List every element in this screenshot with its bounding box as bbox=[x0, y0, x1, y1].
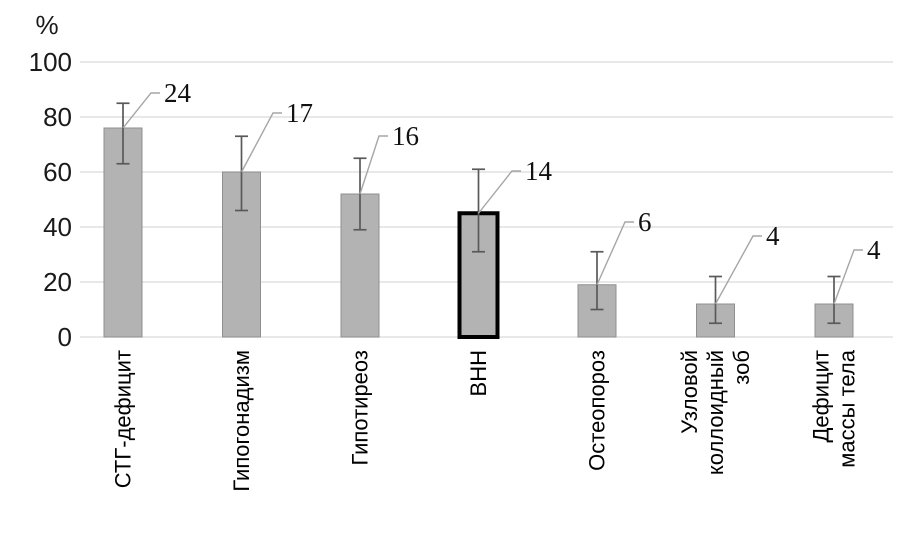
error-bar bbox=[827, 275, 841, 325]
category-label: ВНН bbox=[466, 350, 491, 396]
category-label: Узловой bbox=[677, 350, 702, 434]
error-bar bbox=[235, 135, 248, 212]
data-label: 6 bbox=[638, 207, 652, 237]
data-label: 16 bbox=[392, 121, 419, 151]
leader-line bbox=[714, 235, 762, 305]
y-axis-tick-label: 100 bbox=[29, 47, 72, 77]
error-bar bbox=[590, 250, 604, 311]
category-label: массы тела bbox=[835, 349, 860, 467]
leader-line bbox=[477, 170, 521, 214]
leader-line bbox=[240, 112, 282, 173]
y-axis-tick-label: 80 bbox=[43, 102, 72, 132]
data-label: 14 bbox=[525, 156, 553, 186]
leader-line bbox=[122, 92, 160, 129]
y-axis-unit-label: % bbox=[35, 10, 58, 40]
y-axis-tick-label: 60 bbox=[43, 157, 72, 187]
leader-line bbox=[596, 221, 634, 286]
data-label: 17 bbox=[286, 98, 313, 128]
category-label: Гипотиреоз bbox=[348, 350, 373, 466]
y-axis-tick-label: 20 bbox=[43, 267, 72, 297]
category-label: коллоидный bbox=[703, 350, 728, 475]
y-axis-tick-label: 0 bbox=[58, 322, 72, 352]
y-axis-tick-label: 40 bbox=[43, 212, 72, 242]
data-label: 24 bbox=[164, 78, 192, 108]
error-bar bbox=[472, 168, 485, 253]
category-label: зоб bbox=[729, 350, 754, 385]
leader-line bbox=[359, 135, 388, 195]
leader-line bbox=[833, 249, 863, 305]
category-label: СТГ-дефицит bbox=[111, 350, 136, 488]
category-label: Гипогонадизм bbox=[229, 350, 254, 492]
error-bar bbox=[709, 275, 722, 325]
data-label: 4 bbox=[766, 221, 780, 251]
error-bar bbox=[116, 102, 130, 165]
category-label: Остеопороз bbox=[585, 350, 610, 471]
data-label: 4 bbox=[867, 235, 881, 265]
category-label: Дефицит bbox=[809, 350, 834, 443]
